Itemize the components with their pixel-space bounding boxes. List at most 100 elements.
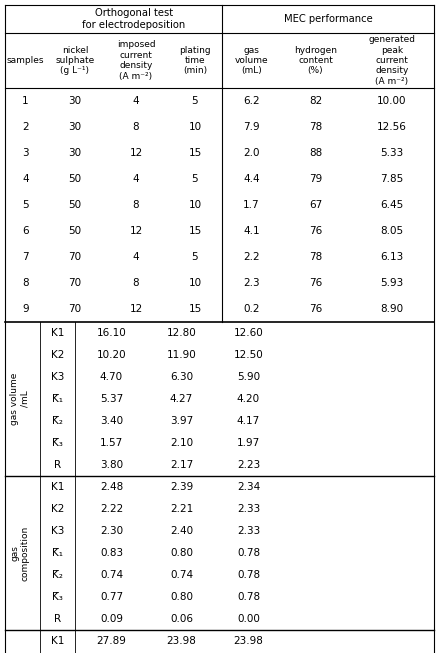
Text: 8: 8 <box>132 122 139 132</box>
Text: 0.00: 0.00 <box>237 614 259 624</box>
Text: 2.21: 2.21 <box>170 504 193 514</box>
Text: 70: 70 <box>68 304 81 314</box>
Text: 0.2: 0.2 <box>243 304 259 314</box>
Text: 3.80: 3.80 <box>100 460 123 470</box>
Text: 50: 50 <box>68 226 81 236</box>
Text: 70: 70 <box>68 278 81 288</box>
Text: 76: 76 <box>308 304 321 314</box>
Text: 5: 5 <box>191 96 198 106</box>
Text: 30: 30 <box>68 148 81 158</box>
Text: 76: 76 <box>308 226 321 236</box>
Text: hydrogen
content
(%): hydrogen content (%) <box>293 46 336 75</box>
Text: 0.77: 0.77 <box>100 592 123 602</box>
Text: 70: 70 <box>68 252 81 262</box>
Text: 12: 12 <box>129 304 142 314</box>
Text: 0.78: 0.78 <box>237 592 259 602</box>
Text: 5.90: 5.90 <box>237 372 259 382</box>
Text: 4: 4 <box>132 252 139 262</box>
Text: 88: 88 <box>308 148 321 158</box>
Text: 2.33: 2.33 <box>237 504 260 514</box>
Text: K3: K3 <box>51 372 64 382</box>
Text: 27.89: 27.89 <box>96 636 126 646</box>
Text: 11.90: 11.90 <box>166 350 196 360</box>
Text: 15: 15 <box>188 304 201 314</box>
Text: 0.74: 0.74 <box>170 570 193 580</box>
Text: 10: 10 <box>188 278 201 288</box>
Text: Orthogonal test: Orthogonal test <box>95 8 173 18</box>
Text: 30: 30 <box>68 96 81 106</box>
Text: K1: K1 <box>51 482 64 492</box>
Text: 5: 5 <box>22 200 29 210</box>
Text: 2.10: 2.10 <box>170 438 193 448</box>
Text: 8.05: 8.05 <box>380 226 403 236</box>
Text: 10: 10 <box>188 122 201 132</box>
Text: 0.78: 0.78 <box>237 548 259 558</box>
Text: 4: 4 <box>132 174 139 184</box>
Text: 4.4: 4.4 <box>243 174 259 184</box>
Text: 8: 8 <box>132 200 139 210</box>
Text: K3: K3 <box>51 526 64 536</box>
Text: 12: 12 <box>129 226 142 236</box>
Text: samples: samples <box>7 56 44 65</box>
Text: R: R <box>54 614 61 624</box>
Text: K̅₁: K̅₁ <box>52 394 63 404</box>
Text: 4.1: 4.1 <box>243 226 259 236</box>
Text: 12.60: 12.60 <box>233 328 263 338</box>
Text: 0.80: 0.80 <box>170 592 193 602</box>
Text: 6.2: 6.2 <box>243 96 259 106</box>
Text: K1: K1 <box>51 636 64 646</box>
Text: 7.9: 7.9 <box>243 122 259 132</box>
Text: gas
volume
(mL): gas volume (mL) <box>234 46 268 75</box>
Text: 4.70: 4.70 <box>100 372 123 382</box>
Text: 8.90: 8.90 <box>380 304 403 314</box>
Text: imposed
current
density
(A m⁻²): imposed current density (A m⁻²) <box>117 40 155 80</box>
Text: 50: 50 <box>68 200 81 210</box>
Text: 4.27: 4.27 <box>170 394 193 404</box>
Text: 78: 78 <box>308 122 321 132</box>
Text: 10: 10 <box>188 200 201 210</box>
Text: 82: 82 <box>308 96 321 106</box>
Text: 23.98: 23.98 <box>166 636 196 646</box>
Text: 5.93: 5.93 <box>379 278 403 288</box>
Text: 2.34: 2.34 <box>237 482 260 492</box>
Text: K̅₃: K̅₃ <box>52 592 63 602</box>
Text: K̅₃: K̅₃ <box>52 438 63 448</box>
Text: 67: 67 <box>308 200 321 210</box>
Text: 2.40: 2.40 <box>170 526 193 536</box>
Text: 6.45: 6.45 <box>379 200 403 210</box>
Text: 2.3: 2.3 <box>243 278 259 288</box>
Text: K̅₁: K̅₁ <box>52 548 63 558</box>
Text: 23.98: 23.98 <box>233 636 263 646</box>
Text: 2.30: 2.30 <box>100 526 123 536</box>
Text: 0.74: 0.74 <box>100 570 123 580</box>
Text: 0.09: 0.09 <box>100 614 123 624</box>
Text: K̅₂: K̅₂ <box>52 416 63 426</box>
Text: 2.17: 2.17 <box>170 460 193 470</box>
Text: 2.48: 2.48 <box>100 482 123 492</box>
Text: 8: 8 <box>132 278 139 288</box>
Text: 12: 12 <box>129 148 142 158</box>
Text: 2.2: 2.2 <box>243 252 259 262</box>
Text: 6.30: 6.30 <box>170 372 193 382</box>
Text: 10.00: 10.00 <box>376 96 406 106</box>
Text: 12.50: 12.50 <box>233 350 263 360</box>
Text: 78: 78 <box>308 252 321 262</box>
Text: 7: 7 <box>22 252 29 262</box>
Text: 4: 4 <box>22 174 29 184</box>
Text: 6: 6 <box>22 226 29 236</box>
Text: 3.97: 3.97 <box>170 416 193 426</box>
Text: 0.06: 0.06 <box>170 614 193 624</box>
Text: 2.22: 2.22 <box>100 504 123 514</box>
Text: K̅₂: K̅₂ <box>52 570 63 580</box>
Text: 8: 8 <box>22 278 29 288</box>
Text: MEC performance: MEC performance <box>283 14 371 24</box>
Text: plating
time
(min): plating time (min) <box>179 46 210 75</box>
Text: 15: 15 <box>188 226 201 236</box>
Text: 0.80: 0.80 <box>170 548 193 558</box>
Text: 2.39: 2.39 <box>170 482 193 492</box>
Text: K1: K1 <box>51 328 64 338</box>
Text: K2: K2 <box>51 504 64 514</box>
Text: generated
peak
current
density
(A m⁻²): generated peak current density (A m⁻²) <box>367 35 414 86</box>
Text: 4: 4 <box>132 96 139 106</box>
Text: gas volume
/mL: gas volume /mL <box>10 373 30 425</box>
